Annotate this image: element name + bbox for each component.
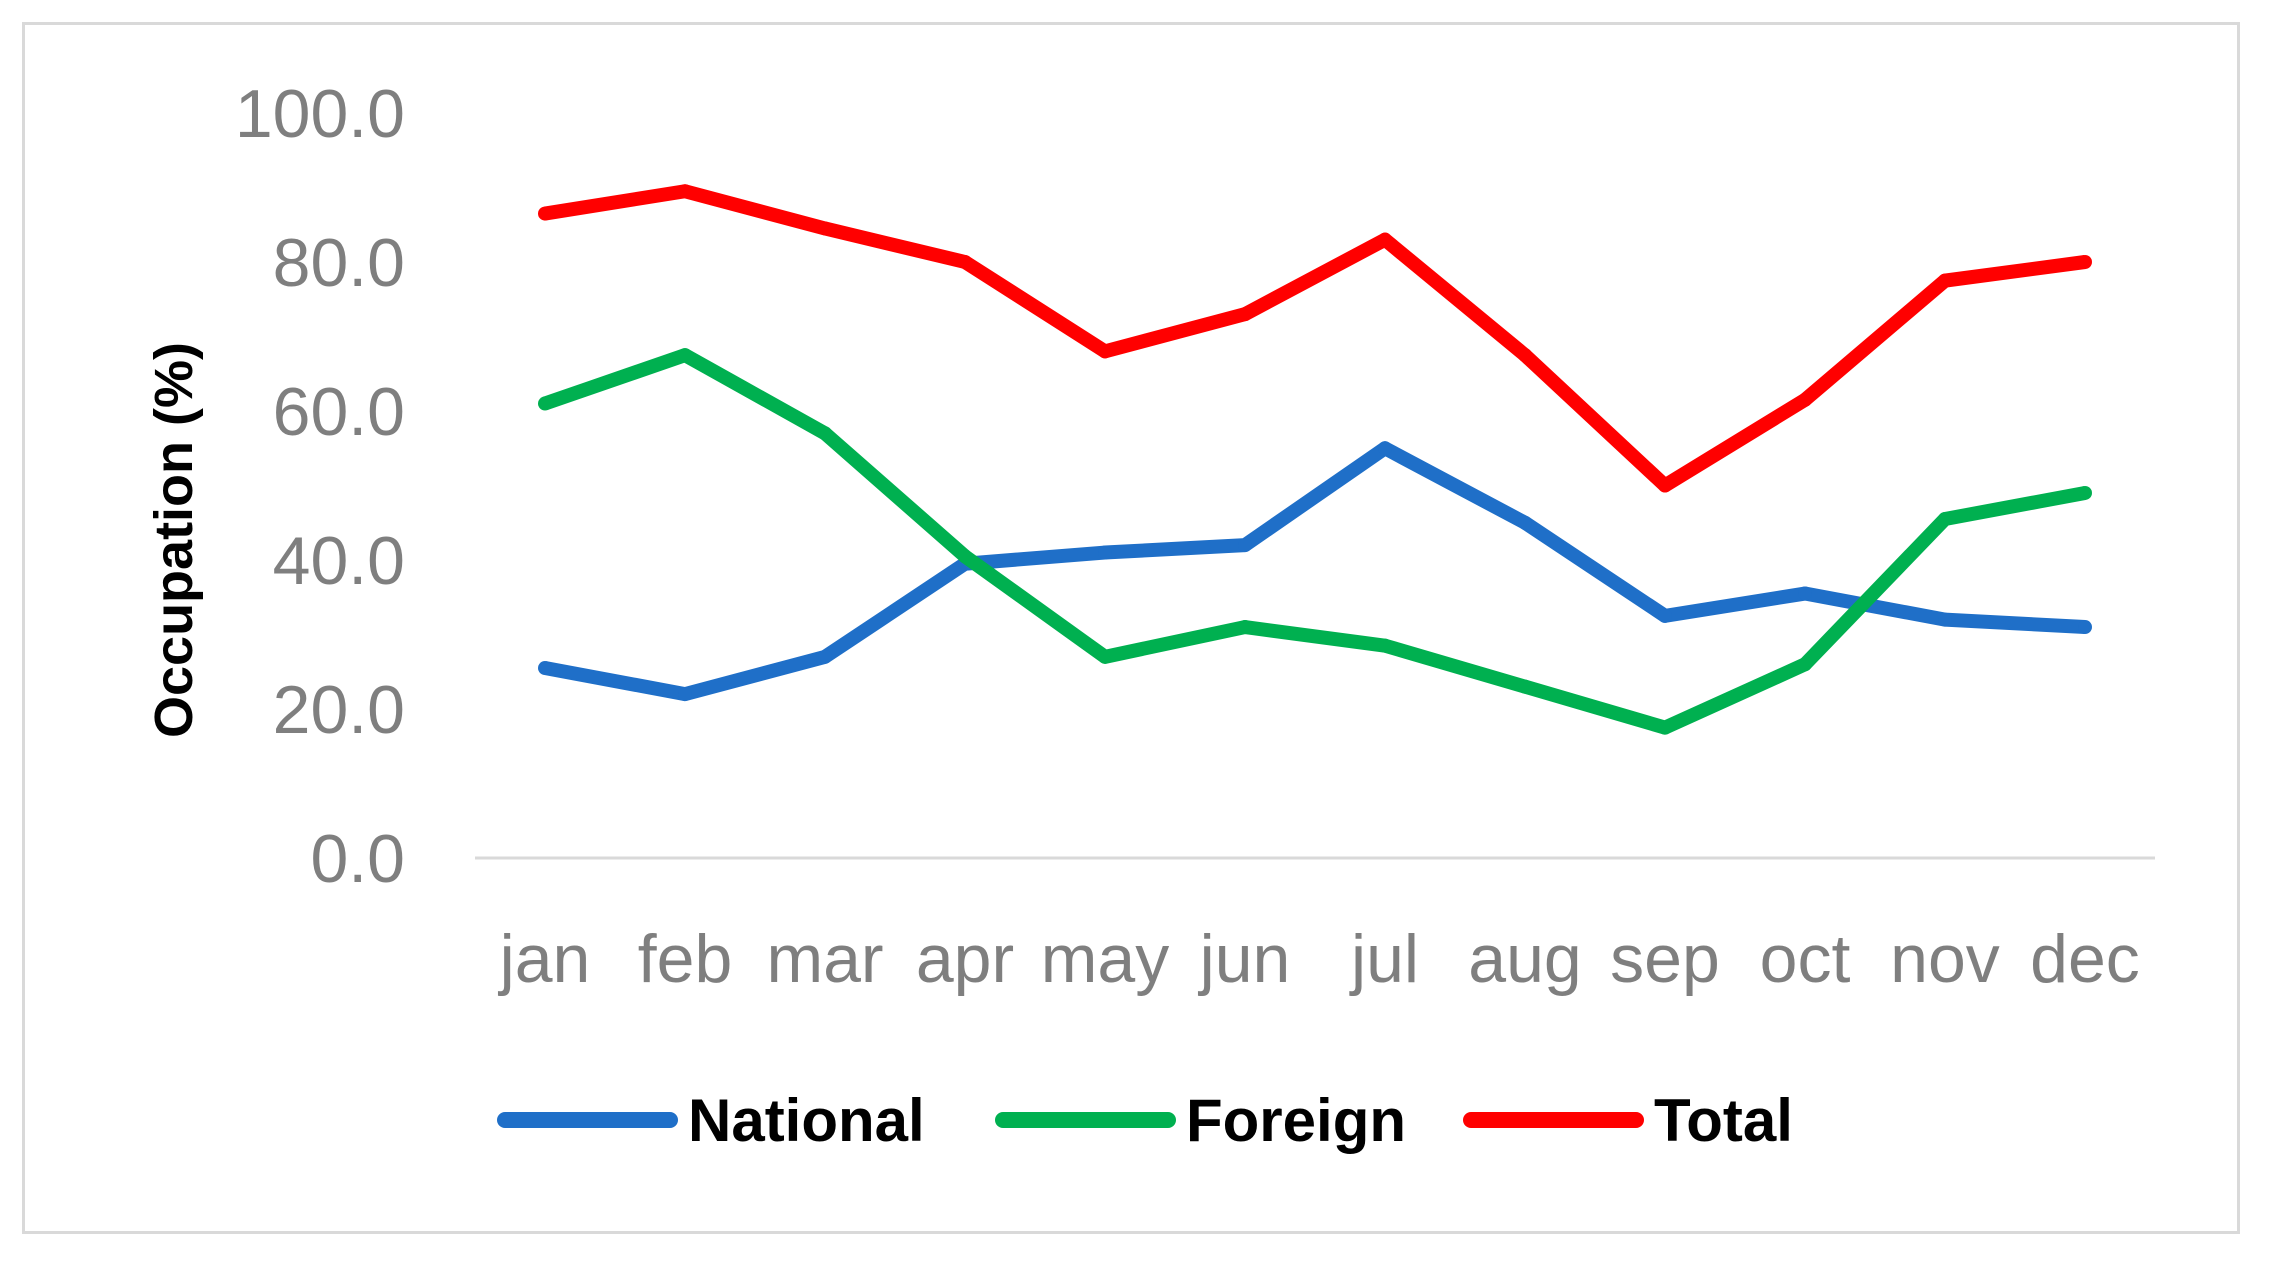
x-tick-label: dec bbox=[2030, 921, 2140, 997]
data-point-foreign bbox=[1098, 649, 1112, 664]
chart-frame bbox=[22, 22, 2240, 1234]
series-line-total bbox=[543, 184, 2086, 493]
y-tick-label: 0.0 bbox=[310, 821, 405, 897]
x-tick-label: feb bbox=[638, 921, 733, 997]
data-point-foreign bbox=[678, 348, 692, 363]
data-point-total bbox=[538, 206, 552, 221]
data-point-national bbox=[1938, 612, 1952, 627]
data-point-foreign bbox=[1238, 620, 1252, 635]
data-point-total bbox=[958, 255, 972, 269]
data-point-total bbox=[1518, 348, 1532, 363]
y-tick-label: 80.0 bbox=[273, 225, 405, 301]
x-tick-label: nov bbox=[1890, 921, 2000, 997]
series-line-foreign bbox=[542, 348, 2087, 735]
data-point-national bbox=[678, 687, 692, 702]
data-point-national bbox=[1238, 538, 1252, 553]
data-point-total bbox=[1378, 232, 1392, 247]
data-point-total bbox=[1798, 392, 1812, 407]
data-point-total bbox=[2078, 255, 2092, 269]
data-point-national bbox=[1798, 586, 1812, 601]
data-point-national bbox=[818, 649, 832, 664]
x-tick-label: oct bbox=[1760, 921, 1851, 997]
data-point-total bbox=[1938, 273, 1952, 288]
data-point-foreign bbox=[538, 396, 552, 411]
data-point-national bbox=[538, 661, 552, 676]
data-point-national bbox=[2078, 620, 2092, 635]
y-tick-label: 60.0 bbox=[273, 374, 405, 450]
data-point-foreign bbox=[818, 426, 832, 441]
x-tick-label: jun bbox=[1198, 921, 1291, 997]
data-point-national bbox=[1658, 608, 1672, 623]
data-point-foreign bbox=[1378, 638, 1392, 653]
x-tick-label: apr bbox=[916, 921, 1014, 997]
x-tick-label: jul bbox=[1349, 921, 1419, 997]
data-point-total bbox=[1658, 478, 1672, 493]
data-point-total bbox=[1098, 344, 1112, 359]
data-point-foreign bbox=[1658, 720, 1672, 735]
data-point-total bbox=[1238, 307, 1252, 322]
legend-label-foreign: Foreign bbox=[1186, 1087, 1406, 1154]
data-point-foreign bbox=[958, 549, 972, 564]
data-point-total bbox=[678, 184, 692, 199]
y-tick-label: 20.0 bbox=[273, 672, 405, 748]
data-point-foreign bbox=[1798, 657, 1812, 672]
data-point-national bbox=[1098, 545, 1112, 560]
data-point-national bbox=[1518, 515, 1532, 530]
x-tick-label: aug bbox=[1468, 921, 1581, 997]
x-tick-label: jan bbox=[498, 921, 591, 997]
data-point-national bbox=[1378, 441, 1392, 456]
legend-label-national: National bbox=[688, 1087, 925, 1154]
series-line-national bbox=[543, 441, 2086, 702]
data-point-total bbox=[818, 221, 832, 236]
legend-label-total: Total bbox=[1654, 1087, 1793, 1154]
x-tick-label: may bbox=[1041, 921, 1169, 997]
y-tick-label: 40.0 bbox=[273, 523, 405, 599]
data-point-foreign bbox=[1938, 512, 1952, 527]
y-tick-label: 100.0 bbox=[235, 76, 405, 152]
x-tick-label: mar bbox=[766, 921, 883, 997]
y-axis-label: Occupation (%) bbox=[144, 342, 204, 738]
x-tick-label: sep bbox=[1610, 921, 1720, 997]
data-point-foreign bbox=[1518, 679, 1532, 694]
data-point-foreign bbox=[2078, 485, 2092, 500]
